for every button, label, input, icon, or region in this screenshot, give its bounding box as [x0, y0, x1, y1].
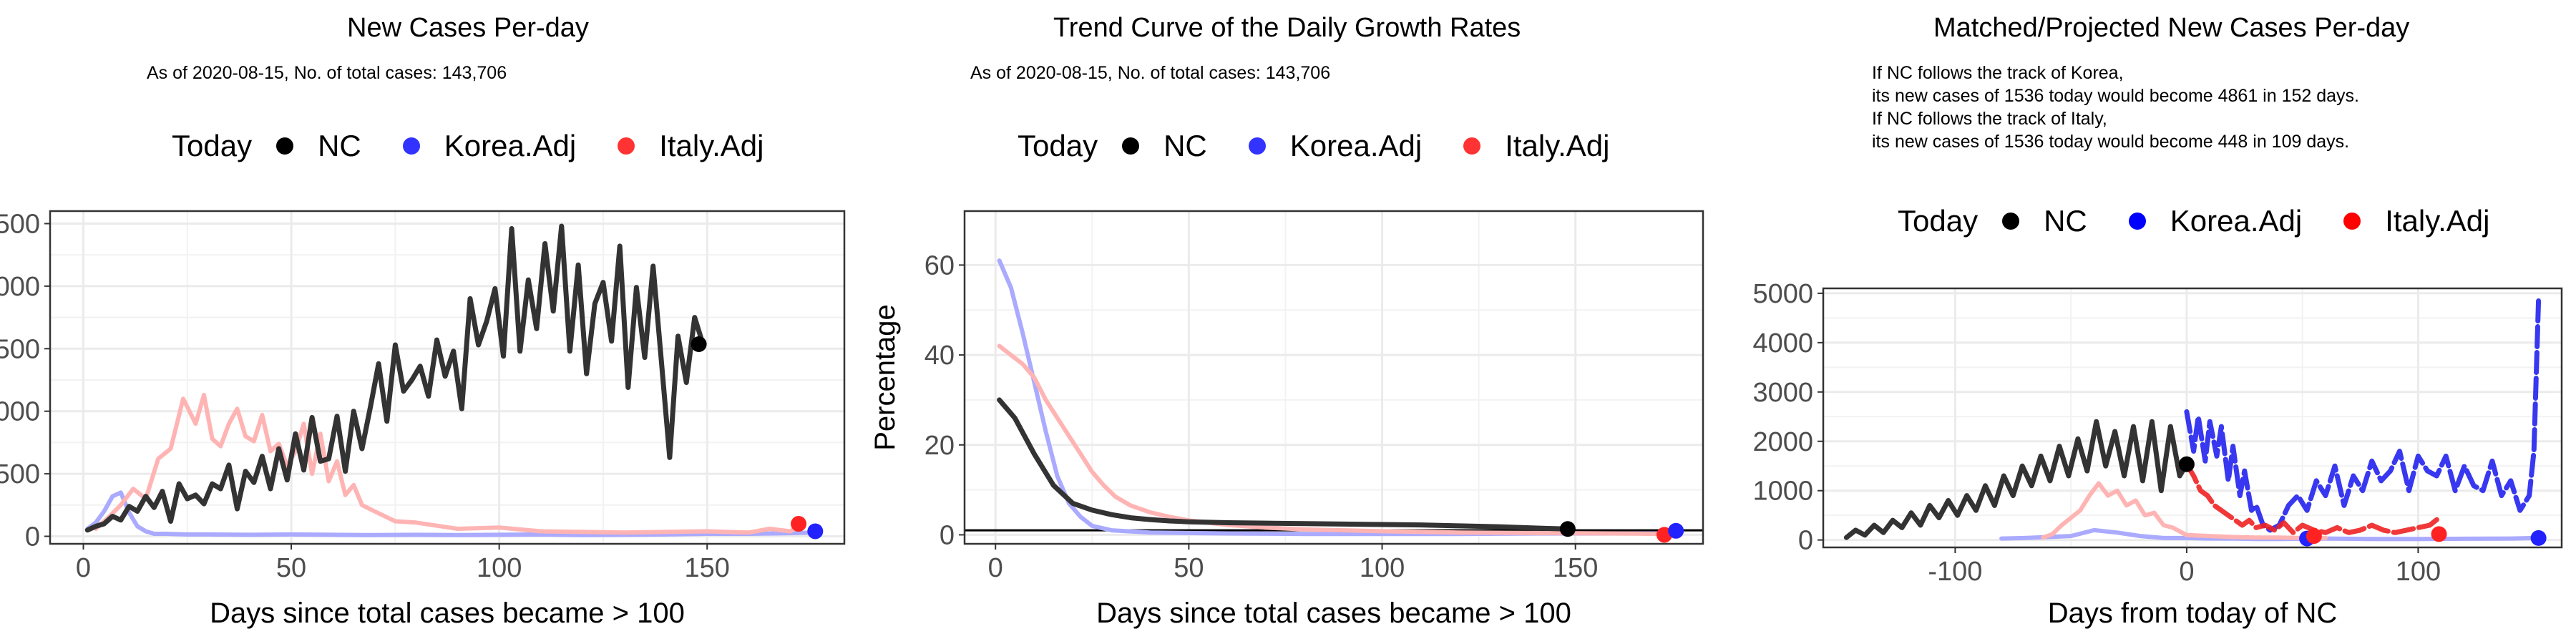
today-point-nc — [2178, 456, 2195, 472]
legend-italy-label: Italy.Adj — [659, 129, 764, 162]
legend-nc-dot — [276, 137, 294, 155]
chart-new-cases: 05010015005001000150020002500Days since … — [0, 209, 846, 629]
chart-title: Matched/Projected New Cases Per-day — [1933, 13, 2410, 43]
x-tick-label: 150 — [1553, 553, 1598, 583]
today-point-korea-adj — [1668, 522, 1684, 539]
x-axis-label: Days from today of NC — [2048, 597, 2338, 629]
projection-note: If NC follows the track of Korea, its ne… — [1872, 62, 2359, 153]
today-point-korea-adj — [807, 523, 824, 540]
x-axis-label: Days since total cases became > 100 — [210, 597, 685, 629]
legend: Today NC Korea.Adj Italy.Adj — [1898, 204, 2490, 238]
y-tick-label: 500 — [0, 459, 40, 489]
y-tick-label: 0 — [1798, 526, 1813, 556]
x-tick-label: 150 — [685, 553, 730, 583]
y-tick-label: 4000 — [1752, 328, 1813, 358]
y-axis-label: Percentage — [869, 304, 901, 451]
legend-nc-label: NC — [2044, 204, 2087, 238]
legend-title: Today — [1898, 204, 1979, 238]
today-point-korea-adj — [2530, 530, 2547, 546]
series-line-nc — [84, 223, 706, 533]
legend-italy-label: Italy.Adj — [1505, 129, 1610, 162]
x-tick-label: 0 — [2179, 557, 2194, 587]
legend-italy-label: Italy.Adj — [2385, 204, 2490, 238]
x-tick-label: 50 — [276, 553, 306, 583]
panel-new-cases: New Cases Per-day As of 2020-08-15, No. … — [0, 0, 859, 644]
legend: Today NC Korea.Adj Italy.Adj — [172, 129, 764, 163]
y-tick-label: 5000 — [1752, 279, 1813, 309]
chart-title: New Cases Per-day — [347, 13, 589, 43]
note-line: its new cases of 1536 today would become… — [1872, 86, 2359, 106]
today-point-nc — [691, 336, 707, 352]
today-point-nc — [1559, 521, 1576, 537]
y-tick-label: 20 — [924, 431, 955, 461]
note-line: its new cases of 1536 today would become… — [1872, 132, 2350, 152]
series-line-italy-adj — [2041, 481, 2328, 540]
legend-korea-label: Korea.Adj — [1289, 129, 1423, 162]
y-tick-label: 1000 — [0, 397, 40, 427]
legend-italy-dot — [2343, 213, 2361, 230]
today-point-italy-adj — [791, 516, 807, 532]
y-tick-label: 40 — [924, 341, 955, 371]
legend-italy-dot — [1463, 137, 1481, 155]
legend-nc-label: NC — [1163, 129, 1207, 162]
panel-growth-rates: Trend Curve of the Daily Growth Rates As… — [859, 0, 1717, 644]
y-tick-label: 2500 — [0, 209, 40, 239]
series-line-nc — [1843, 419, 2190, 540]
chart-subtitle: As of 2020-08-15, No. of total cases: 14… — [147, 63, 507, 83]
x-tick-label: -100 — [1928, 557, 1982, 587]
legend-nc-dot — [2002, 213, 2020, 230]
today-point-italy-adj — [2306, 528, 2322, 545]
y-tick-label: 3000 — [1752, 378, 1813, 408]
x-tick-label: 100 — [477, 553, 522, 583]
legend: Today NC Korea.Adj Italy.Adj — [1018, 129, 1610, 163]
x-tick-label: 50 — [1174, 553, 1204, 583]
today-point-italy-adj — [2431, 526, 2447, 542]
legend-korea-label: Korea.Adj — [444, 129, 577, 162]
chart-title: Trend Curve of the Daily Growth Rates — [1053, 13, 1521, 43]
legend-korea-dot — [402, 137, 420, 155]
series-line-italy-adj — [93, 393, 805, 535]
series-line-korea-adj — [1999, 527, 2537, 542]
note-line: If NC follows the track of Korea, — [1872, 63, 2124, 83]
series-line-italy-adj-projected — [2184, 462, 2441, 535]
y-tick-label: 0 — [940, 520, 955, 550]
y-tick-label: 1000 — [1752, 477, 1813, 507]
x-tick-label: 100 — [1360, 553, 1405, 583]
y-tick-label: 60 — [924, 250, 955, 280]
y-tick-label: 0 — [25, 522, 40, 552]
legend-italy-dot — [618, 137, 635, 155]
x-tick-label: 0 — [988, 553, 1003, 583]
legend-korea-label: Korea.Adj — [2170, 204, 2303, 238]
panel-projected: Matched/Projected New Cases Per-day If N… — [1717, 0, 2576, 644]
legend-korea-dot — [1248, 137, 1266, 155]
x-tick-label: 100 — [2396, 557, 2441, 587]
legend-title: Today — [172, 129, 253, 162]
x-tick-label: 0 — [76, 553, 91, 583]
plot-border — [1822, 287, 2563, 549]
chart-subtitle: As of 2020-08-15, No. of total cases: 14… — [970, 63, 1331, 83]
note-line: If NC follows the track of Italy, — [1872, 109, 2107, 129]
series-line-korea-adj-projected — [2184, 298, 2542, 533]
legend-nc-dot — [1122, 137, 1140, 155]
plot-border — [49, 210, 846, 545]
y-tick-label: 2000 — [0, 272, 40, 302]
chart-growth-rates: 0 50 100 150 0 20 40 60 Days since total cases b… — [869, 210, 1704, 629]
legend-title: Today — [1018, 129, 1098, 162]
series-line-nc — [997, 397, 1571, 532]
x-axis-label: Days since total cases became > 100 — [1096, 597, 1571, 629]
series-line-italy-adj — [997, 343, 1667, 537]
y-tick-label: 2000 — [1752, 427, 1813, 457]
legend-nc-label: NC — [318, 129, 361, 162]
legend-korea-dot — [2128, 213, 2146, 230]
plot-border — [963, 210, 1704, 545]
